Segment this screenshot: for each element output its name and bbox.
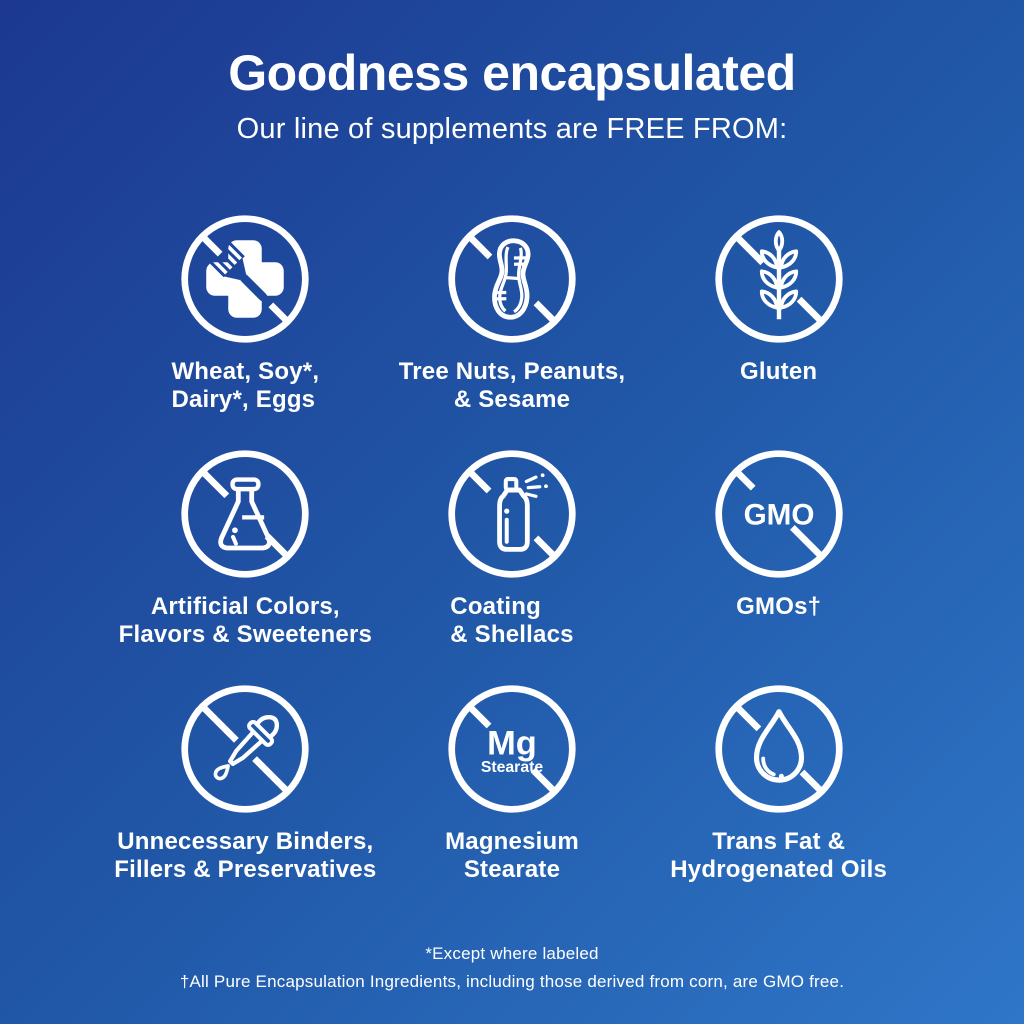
slash-segment (200, 469, 230, 499)
no-gmo-icon: GMO (712, 447, 846, 581)
circle-outline (715, 215, 843, 343)
circle-outline (181, 450, 309, 578)
cell-label: Unnecessary Binders, Fillers & Preservat… (114, 828, 376, 883)
header: Goodness encapsulated Our line of supple… (0, 0, 1024, 146)
page-subtitle: Our line of supplements are FREE FROM: (236, 113, 788, 145)
cell-label: Magnesium Stearate (445, 828, 579, 883)
label-line: & Sesame (453, 385, 571, 413)
circle-outline (181, 685, 309, 813)
circle-outline (715, 685, 843, 813)
slash-segment (200, 704, 240, 743)
circle-outline (448, 450, 576, 578)
spray-can-glyph (497, 473, 548, 552)
slash-segment (252, 756, 290, 794)
no-mg-stearate-icon: Mg Stearate (445, 682, 579, 816)
label-line: Flavors & Sweeteners (118, 620, 373, 648)
circle-outline (448, 215, 576, 343)
page-title: Goodness encapsulated (228, 45, 796, 101)
cell-label: GMOs† (736, 593, 821, 621)
medical-cross-glyph (206, 240, 285, 318)
cell-label: Coating & Shellacs (450, 593, 573, 648)
label-line: Tree Nuts, Peanuts, (398, 358, 626, 385)
slash-segment (734, 704, 761, 732)
no-gluten-icon (712, 212, 846, 346)
dropper-glyph (213, 714, 280, 781)
slash-segment (530, 767, 557, 794)
circle-outline (448, 685, 576, 813)
label-line: Magnesium (445, 828, 579, 855)
gmo-icon-text: GMO (743, 499, 814, 532)
grid-cell-gmos: GMO GMOs† (645, 447, 912, 621)
cell-label: Gluten (740, 358, 817, 386)
label-line: Unnecessary Binders, (117, 828, 374, 855)
no-allergens-icon (178, 212, 312, 346)
footnote-except: *Except where labeled (425, 944, 599, 963)
no-coating-icon (445, 447, 579, 581)
mg-icon-text: Mg (487, 725, 537, 763)
slash-segment (268, 302, 290, 324)
grid-cell-nuts: Tree Nuts, Peanuts, & Sesame (379, 212, 646, 413)
circle-outline (181, 215, 309, 343)
label-line: Stearate (463, 855, 561, 883)
label-line: Gluten (740, 358, 818, 385)
oil-drop-glyph (753, 709, 804, 783)
slash-segment (734, 234, 765, 266)
label-line: Trans Fat & (712, 828, 846, 855)
grid-cell-gluten: Gluten (645, 212, 912, 386)
grid-cell-coating: Coating & Shellacs (379, 447, 646, 648)
footnote-gmo: †All Pure Encapsulation Ingredients, inc… (179, 972, 845, 991)
grid-cell-binders: Unnecessary Binders, Fillers & Preservat… (112, 682, 379, 883)
grid-cell-mg-stearate: Mg Stearate Magnesium Stearate (379, 682, 646, 883)
label-line: Hydrogenated Oils (670, 855, 888, 883)
wheat-glyph (759, 230, 798, 320)
cell-label: Wheat, Soy*, Dairy*, Eggs (171, 358, 319, 413)
slash-segment (467, 704, 492, 729)
label-line: Artificial Colors, (150, 593, 340, 620)
label-line: Wheat, Soy*, (171, 358, 320, 385)
cell-label: Tree Nuts, Peanuts, & Sesame (399, 358, 626, 413)
peanut-glyph (492, 238, 531, 320)
label-line: & Shellacs (450, 620, 574, 648)
no-binders-icon (178, 682, 312, 816)
no-nuts-icon (445, 212, 579, 346)
grid-cell-allergens: Wheat, Soy*, Dairy*, Eggs (112, 212, 379, 413)
slash-segment (533, 300, 557, 324)
grid-cell-artificial-colors: Artificial Colors, Flavors & Sweeteners (112, 447, 379, 648)
no-artificial-colors-icon (178, 447, 312, 581)
slash-segment (467, 234, 493, 260)
cell-label: Trans Fat & Hydrogenated Oils (670, 828, 887, 883)
stearate-icon-text: Stearate (481, 759, 544, 776)
cell-label: Artificial Colors, Flavors & Sweeteners (119, 593, 372, 648)
label-line: Coating (450, 593, 542, 620)
slash-segment (799, 769, 824, 794)
label-line: GMOs† (736, 593, 822, 620)
footnotes: *Except where labeled †All Pure Encapsul… (0, 944, 1024, 1000)
no-trans-fat-icon (712, 682, 846, 816)
label-line: Fillers & Preservatives (114, 855, 377, 883)
slash-segment (200, 234, 223, 257)
grid-cell-trans-fat: Trans Fat & Hydrogenated Oils (645, 682, 912, 883)
spray-particles (524, 473, 548, 498)
slash-segment (467, 469, 492, 494)
slash-segment (789, 525, 824, 559)
flask-glyph (218, 477, 273, 551)
circle-outline (715, 450, 843, 578)
free-from-grid: Wheat, Soy*, Dairy*, Eggs (112, 212, 912, 917)
slash-segment (734, 469, 756, 491)
slash-segment (796, 296, 824, 324)
label-line: Dairy*, Eggs (171, 385, 316, 413)
slash-segment (533, 535, 557, 559)
